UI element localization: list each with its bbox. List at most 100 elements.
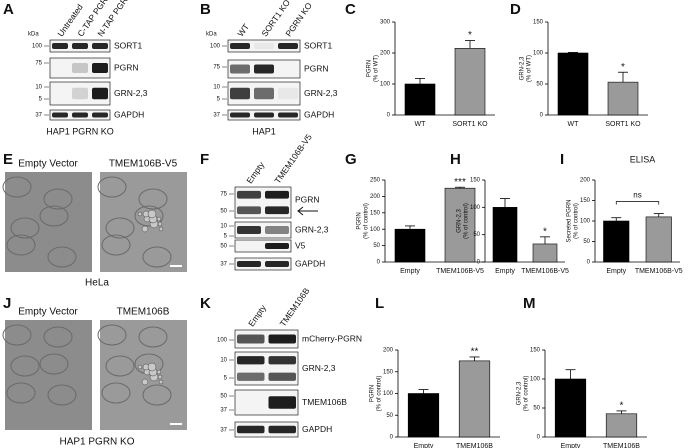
significance: ns	[633, 191, 641, 200]
x-tick-label: TMEM106B	[603, 443, 640, 448]
y-axis-label: (% of control)	[574, 203, 580, 239]
cell-outline	[101, 234, 131, 256]
vacuole	[156, 216, 162, 222]
y-tick-label: 50	[533, 406, 540, 412]
cell-outline	[10, 217, 40, 239]
significance-bracket	[615, 201, 660, 205]
blot-band	[265, 206, 289, 215]
kda-marker: 50	[220, 209, 227, 215]
blot-band	[72, 63, 88, 73]
panel-label: D	[510, 1, 521, 18]
y-tick-label: 150	[533, 20, 544, 26]
x-tick-label: SORT1 KO	[605, 121, 641, 128]
cell-outline	[134, 205, 164, 227]
blot-band	[278, 112, 298, 118]
cell-outline	[47, 384, 77, 406]
band-label: GAPDH	[295, 258, 325, 268]
blot-band	[278, 43, 298, 49]
cell-outline	[142, 246, 172, 268]
x-tick-label: TMEM106B-V5	[436, 268, 484, 275]
kda-marker: 10	[213, 85, 220, 91]
cell-outline	[43, 326, 73, 348]
kda-marker: 10	[35, 85, 42, 91]
panel-label: G	[345, 151, 357, 168]
blot-band	[278, 87, 298, 100]
blot-band	[237, 206, 261, 215]
cell-outline	[39, 353, 69, 375]
band-label: GRN-2,3	[114, 88, 148, 98]
kda-marker: 10	[220, 224, 227, 230]
blot-band	[230, 87, 250, 100]
band-label: SORT1	[304, 40, 332, 50]
blot-band	[72, 43, 88, 49]
cell-outline	[39, 205, 69, 227]
kda-marker: 37	[213, 113, 220, 119]
band-label: GRN-2,3	[302, 363, 336, 373]
y-axis-label: (% of control)	[364, 203, 370, 239]
kda-unit: kDa	[206, 32, 217, 38]
y-tick-label: 0	[377, 260, 381, 266]
blot-band	[230, 112, 250, 118]
blot-band	[268, 396, 296, 409]
bar	[404, 83, 436, 116]
cell-outline	[105, 217, 135, 239]
kda-unit: kDa	[28, 32, 39, 38]
kda-marker: 5	[217, 97, 221, 103]
lane-label: TMEM106B	[278, 286, 312, 329]
blot-band	[268, 334, 296, 344]
blot-band	[268, 372, 296, 381]
x-tick-label: Empty	[561, 443, 581, 448]
bar	[407, 393, 440, 438]
y-tick-label: 100	[580, 219, 591, 225]
bar	[394, 228, 426, 263]
vacuole	[158, 226, 164, 232]
kda-marker: 75	[35, 61, 42, 67]
kda-marker: 37	[220, 262, 227, 268]
kda-marker: 50	[220, 244, 227, 250]
blot-band	[230, 64, 250, 74]
band-label: mCherry-PGRN	[302, 333, 362, 343]
x-tick-label: SORT1 KO	[452, 121, 488, 128]
y-tick-label: 0	[540, 113, 544, 119]
band-label: GAPDH	[114, 109, 144, 119]
cell-outline	[142, 384, 172, 406]
blot-band	[254, 64, 274, 74]
y-axis-label: GRN-2,3	[517, 381, 523, 405]
blot-band	[92, 87, 108, 100]
vacuole	[157, 374, 163, 380]
x-tick-label: TMEM106B	[456, 443, 493, 448]
cell-outline	[2, 176, 32, 198]
band-label: V5	[295, 240, 306, 250]
blot-band	[265, 243, 289, 249]
y-tick-label: 100	[380, 82, 391, 88]
x-tick-label: Empty	[414, 443, 434, 448]
arrow	[297, 206, 318, 216]
y-tick-label: 300	[380, 20, 391, 26]
micrograph-label: Empty Vector	[18, 307, 78, 318]
band-label: GAPDH	[302, 424, 332, 434]
y-axis-label: (% of control)	[524, 376, 530, 412]
cell-outline	[138, 326, 168, 348]
vacuole	[147, 362, 157, 372]
blot-band	[92, 43, 108, 49]
blot-band	[72, 112, 88, 118]
panel-label: K	[200, 295, 211, 312]
kda-marker: 37	[220, 428, 227, 434]
blot-band	[254, 112, 274, 118]
y-tick-label: 200	[370, 194, 381, 200]
blot-caption: HAP1	[252, 126, 276, 136]
y-tick-label: 100	[530, 377, 541, 383]
y-tick-label: 50	[373, 243, 380, 249]
y-tick-label: 100	[470, 205, 481, 211]
y-axis-label: GRN-2,3	[457, 209, 463, 233]
x-tick-label: TMEM106B-V5	[521, 268, 569, 275]
blot-band	[237, 226, 261, 234]
blot-band	[237, 190, 261, 199]
band-label: PGRN	[295, 194, 320, 204]
vacuole	[157, 221, 163, 227]
blot-band	[268, 356, 296, 365]
kda-marker: 5	[39, 97, 43, 103]
band-label: SORT1	[114, 40, 142, 50]
band-label: TMEM106B	[302, 397, 347, 407]
